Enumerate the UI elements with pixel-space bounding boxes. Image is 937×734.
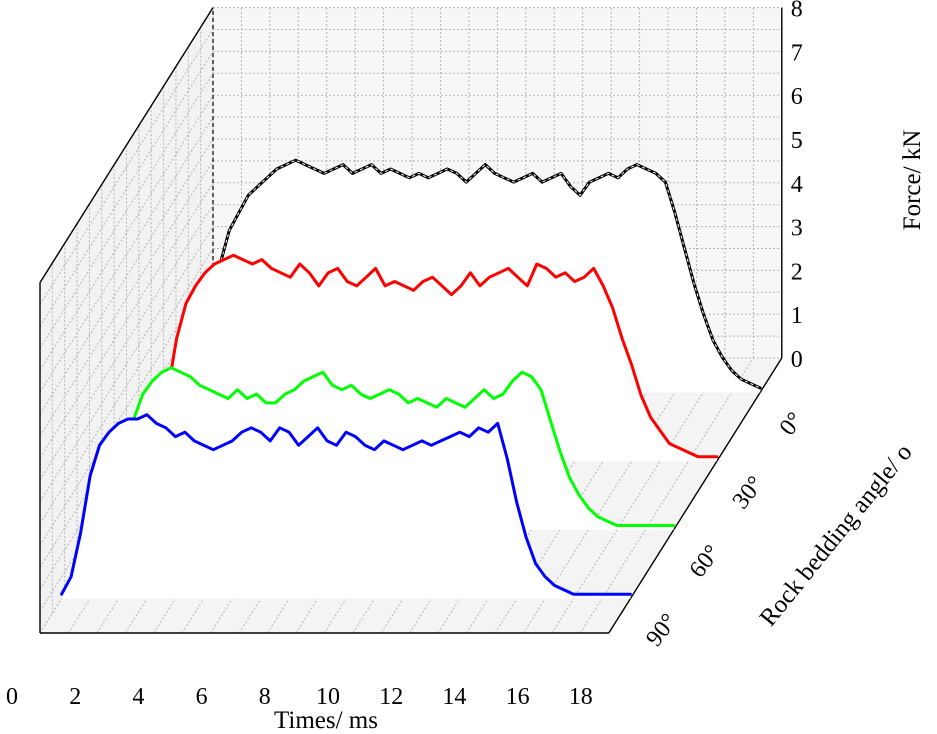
z-axis-title: Rock bedding angle/ o: [755, 439, 918, 631]
y-tick-label: 6: [791, 84, 803, 110]
series-line: [103, 366, 676, 527]
y-tick-label: 7: [791, 40, 803, 66]
x-tick-label: 16: [506, 684, 530, 710]
top-left-edge: [39, 7, 214, 283]
z-tick-label: 90°: [641, 609, 682, 651]
y-tick-label: 5: [791, 128, 803, 154]
x-tick-label: 10: [316, 684, 340, 710]
y-axis-title: Force/ kN: [899, 130, 926, 231]
y-tick-label: 3: [791, 216, 803, 242]
series-line: [60, 413, 632, 596]
y-tick-label: 8: [791, 0, 803, 23]
z-tick-label: 30°: [728, 472, 769, 514]
x-tick-label: 8: [259, 684, 271, 710]
y-tick-label: 0: [791, 347, 803, 373]
x-tick-label: 18: [569, 684, 593, 710]
series-fill: [61, 414, 631, 599]
z-axis-line: [608, 357, 783, 634]
x-tick-label: 4: [132, 684, 144, 710]
series-line: [146, 253, 719, 459]
x-tick-label: 14: [442, 684, 466, 710]
y-tick-label: 4: [791, 172, 803, 198]
y-tick-label: 1: [791, 303, 803, 329]
x-tick-label: 2: [69, 684, 81, 710]
x-tick-label: 0: [6, 684, 18, 710]
z-tick-label: 60°: [685, 540, 726, 582]
y-tick-label: 2: [791, 259, 803, 285]
x-tick-label: 6: [196, 684, 208, 710]
z-tick-label: 0°: [775, 408, 809, 441]
series-overlay: [190, 159, 761, 389]
x-tick-label: 12: [379, 684, 403, 710]
series-layer: [60, 158, 762, 599]
axis-frame: [39, 7, 783, 634]
x-axis-title: Times/ ms: [274, 707, 378, 734]
